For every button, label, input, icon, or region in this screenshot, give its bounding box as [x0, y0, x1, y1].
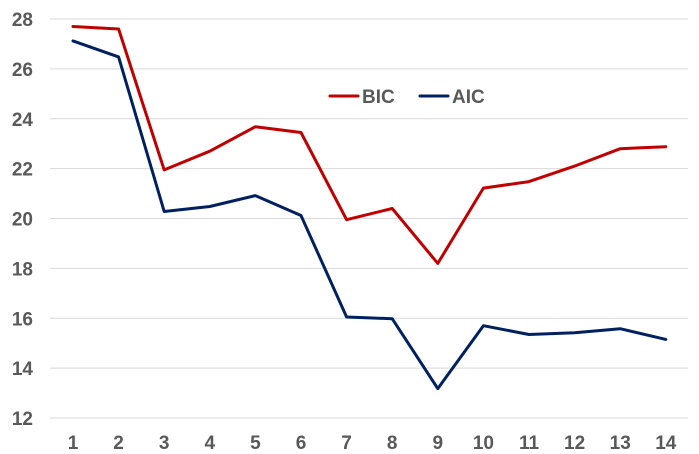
x-tick-label: 1 [68, 433, 79, 454]
x-tick-label: 14 [655, 433, 677, 454]
legend-label-bic: BIC [362, 87, 395, 108]
x-tick-label: 11 [519, 433, 540, 454]
y-tick-label: 22 [12, 160, 33, 181]
x-tick-label: 13 [610, 433, 631, 454]
series-line-aic [71, 39, 668, 391]
y-tick-label: 16 [12, 309, 33, 330]
gridlines [50, 18, 688, 419]
x-tick-label: 3 [159, 433, 170, 454]
x-tick-label: 2 [113, 433, 124, 454]
y-tick-label: 18 [12, 259, 33, 280]
x-tick-label: 5 [250, 433, 261, 454]
series-lines [71, 25, 668, 391]
y-tick-label: 28 [12, 10, 33, 31]
x-tick-label: 4 [205, 433, 216, 454]
y-tick-label: 12 [12, 409, 33, 430]
legend: BIC AIC [328, 87, 485, 108]
x-tick-label: 9 [433, 433, 444, 454]
x-tick-label: 10 [473, 433, 494, 454]
y-tick-label: 24 [12, 110, 34, 131]
x-tick-label: 8 [387, 433, 398, 454]
series-line-bic [71, 25, 668, 265]
x-tick-label: 6 [296, 433, 307, 454]
y-tick-label: 20 [12, 210, 33, 231]
x-axis: 1 2 3 4 5 6 7 8 9 10 11 12 13 14 [68, 433, 677, 454]
y-tick-label: 26 [12, 60, 33, 81]
y-axis: 12 14 16 18 20 22 24 26 28 [12, 10, 34, 430]
legend-label-aic: AIC [452, 87, 485, 108]
x-tick-label: 7 [341, 433, 352, 454]
y-tick-label: 14 [12, 359, 34, 380]
x-tick-label: 12 [564, 433, 585, 454]
